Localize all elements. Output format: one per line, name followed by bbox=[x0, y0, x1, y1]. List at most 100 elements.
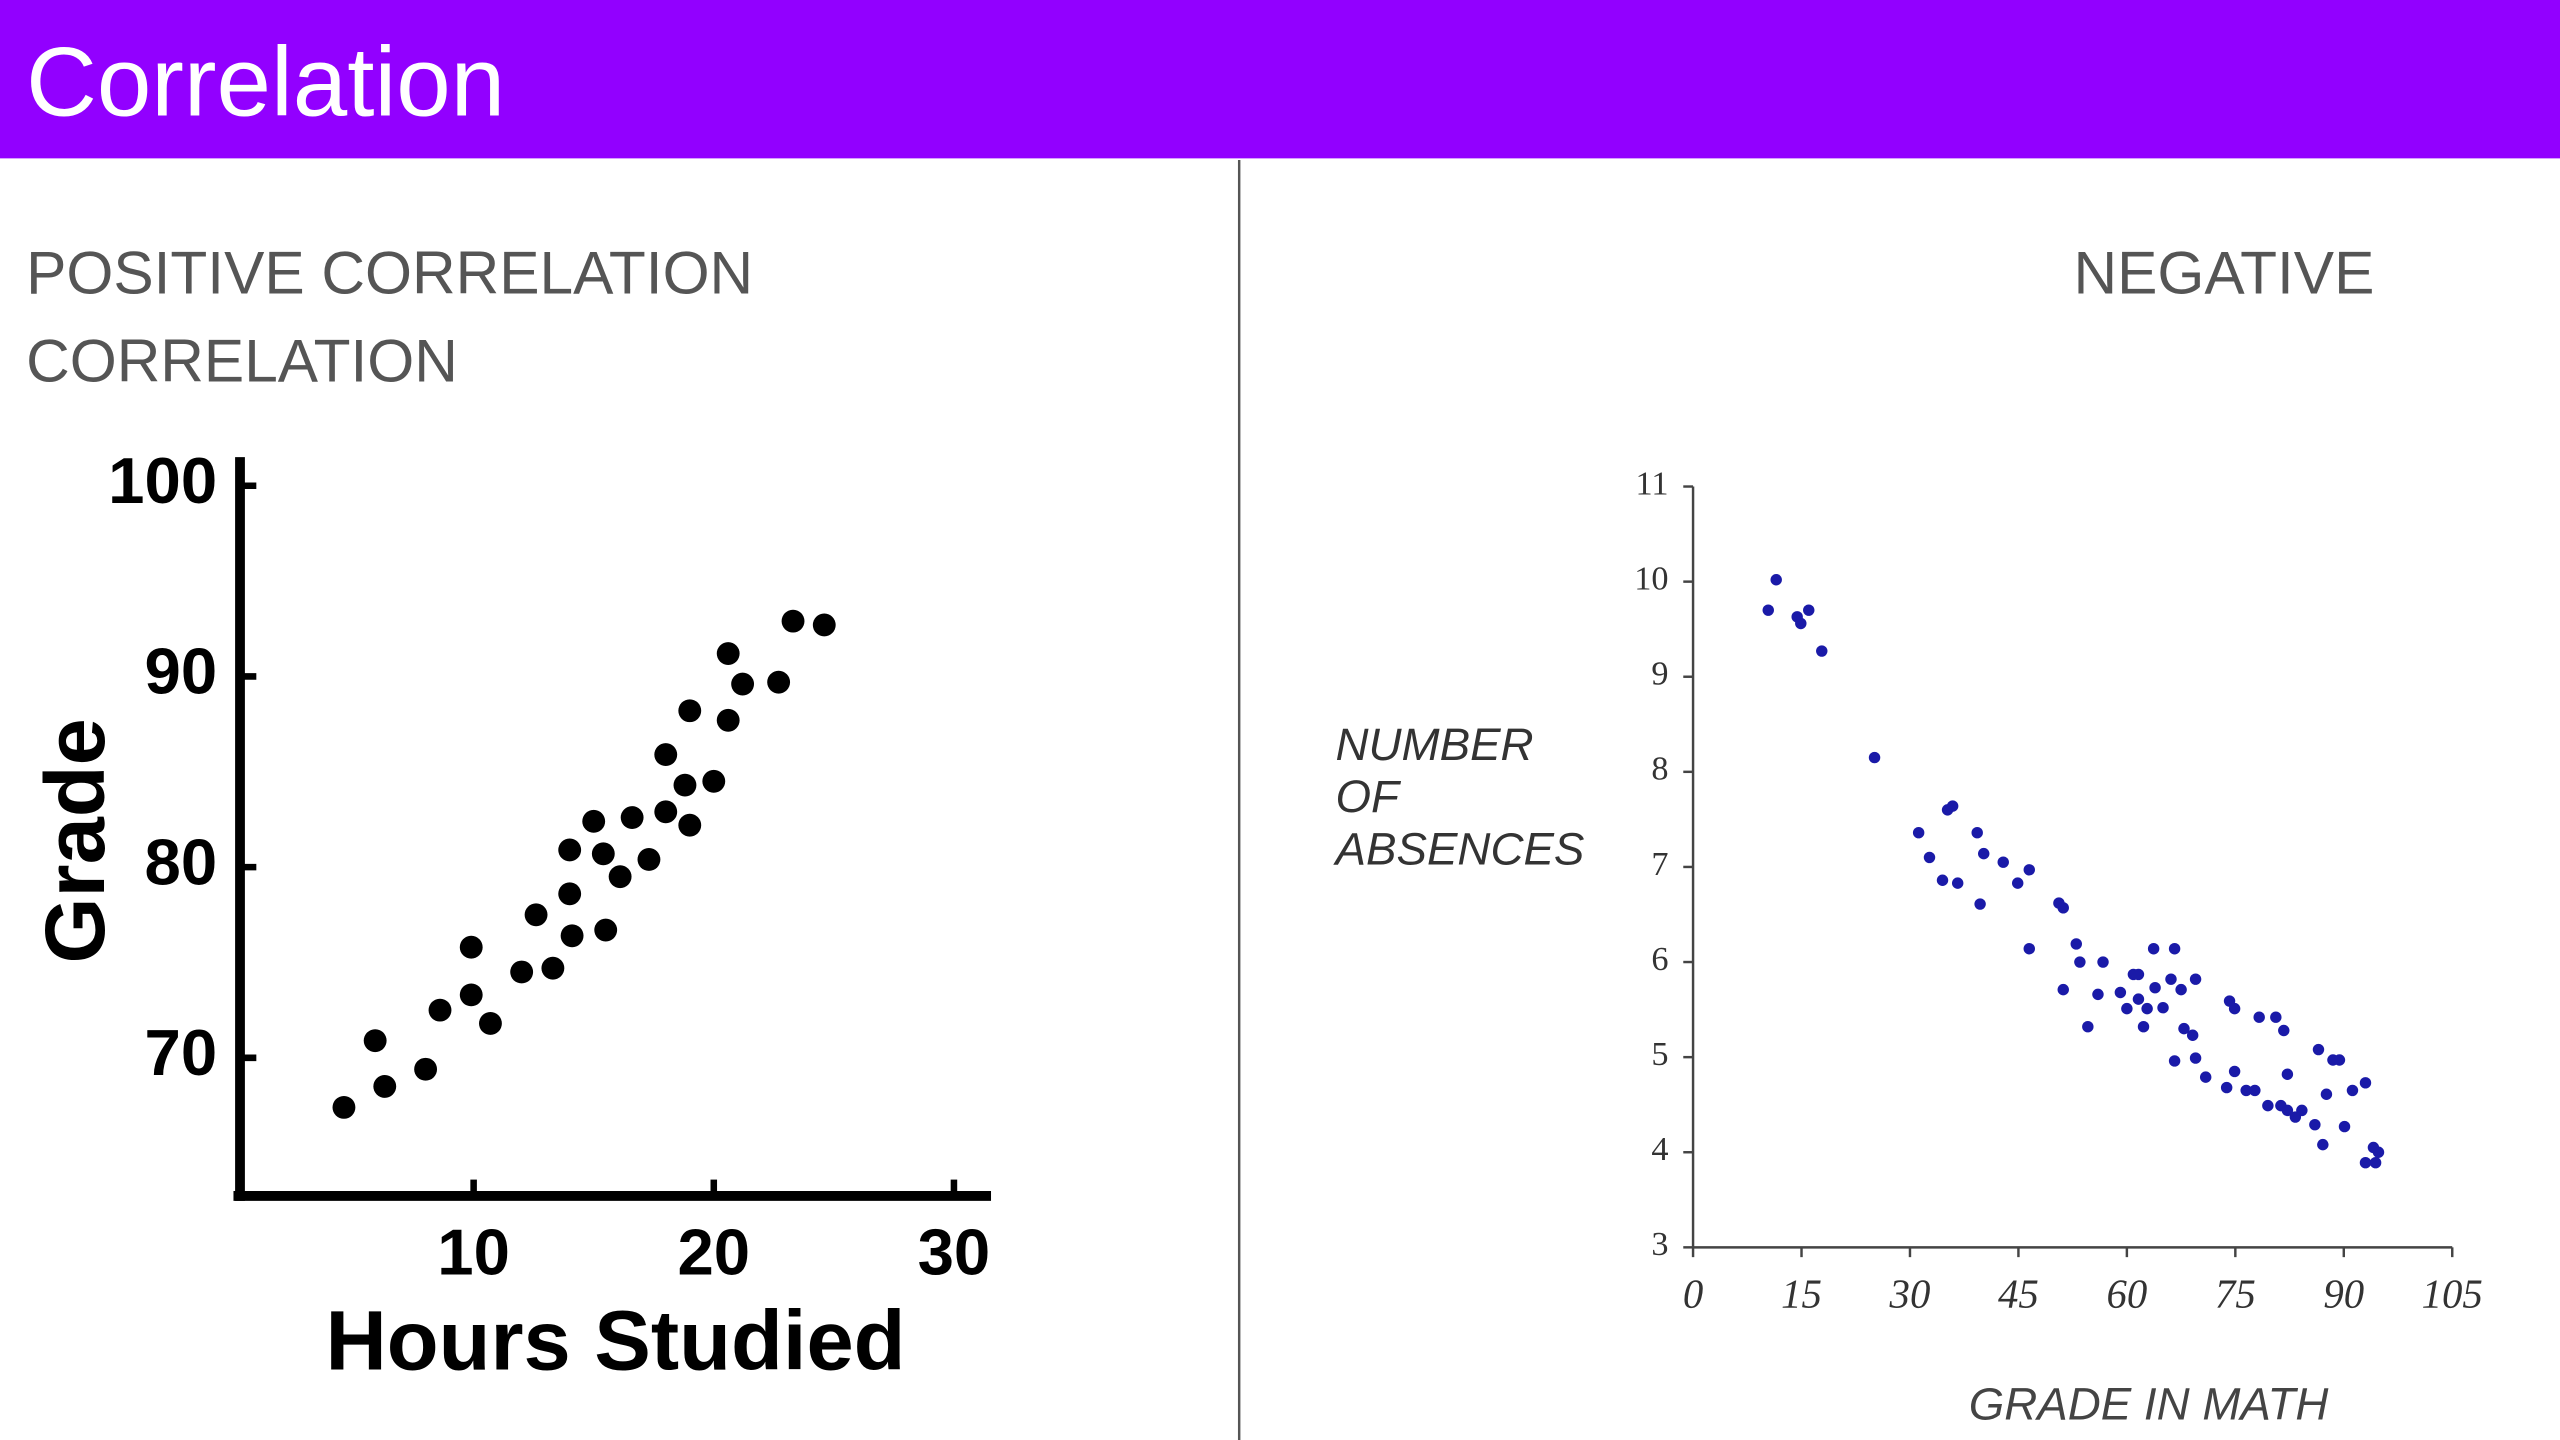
x-tick-label: 15 bbox=[1781, 1271, 1822, 1316]
y-tick-label: 8 bbox=[1651, 750, 1668, 788]
point bbox=[2359, 1077, 2372, 1089]
point bbox=[2114, 986, 2127, 999]
point bbox=[558, 838, 582, 862]
point bbox=[767, 670, 791, 694]
header-bar bbox=[0, 0, 2560, 159]
point bbox=[2132, 993, 2145, 1005]
point bbox=[2278, 1024, 2290, 1037]
point bbox=[2369, 1156, 2382, 1169]
x-tick-label: 30 bbox=[918, 1215, 991, 1288]
x-tick-label: 20 bbox=[677, 1215, 750, 1288]
point bbox=[2320, 1088, 2333, 1100]
point bbox=[2372, 1146, 2385, 1158]
point bbox=[2121, 1002, 2133, 1015]
point bbox=[2281, 1104, 2294, 1117]
point bbox=[2228, 1002, 2241, 1015]
point bbox=[2057, 902, 2069, 914]
x-tick-label: 10 bbox=[437, 1215, 510, 1288]
point bbox=[2175, 983, 2187, 996]
y-tick-label: 4 bbox=[1651, 1130, 1668, 1168]
point bbox=[2070, 938, 2082, 950]
point bbox=[582, 809, 606, 833]
point bbox=[1936, 874, 1949, 886]
point bbox=[2359, 1156, 2372, 1169]
panel-heading: POSITIVE CORRELATION bbox=[26, 239, 753, 307]
point bbox=[2023, 943, 2035, 955]
point bbox=[591, 842, 615, 866]
point bbox=[1951, 877, 1964, 889]
y-axis-label: OF bbox=[1336, 771, 1403, 822]
point bbox=[2312, 1043, 2325, 1056]
point bbox=[673, 773, 697, 797]
point bbox=[2281, 1068, 2294, 1080]
point bbox=[560, 924, 584, 948]
point bbox=[637, 848, 661, 871]
point bbox=[1762, 604, 1774, 616]
point bbox=[459, 983, 483, 1007]
x-axis-label: Hours Studied bbox=[326, 1292, 906, 1387]
point bbox=[1816, 645, 1828, 657]
point bbox=[2253, 1011, 2265, 1023]
point bbox=[678, 813, 702, 837]
y-tick-label: 90 bbox=[145, 635, 218, 708]
y-tick-label: 100 bbox=[108, 444, 217, 517]
y-axis-label: ABSENCES bbox=[1333, 823, 1585, 874]
x-tick-label: 75 bbox=[2215, 1271, 2256, 1316]
y-tick-label: 5 bbox=[1651, 1035, 1668, 1073]
point bbox=[1971, 826, 1983, 839]
point bbox=[524, 903, 548, 927]
point bbox=[2346, 1084, 2359, 1097]
point bbox=[1946, 800, 1959, 812]
point bbox=[2296, 1104, 2308, 1117]
point bbox=[2057, 983, 2069, 996]
point bbox=[608, 865, 632, 889]
point bbox=[558, 882, 582, 906]
point bbox=[812, 613, 836, 637]
point bbox=[1978, 847, 1990, 860]
point bbox=[2189, 1052, 2202, 1064]
point bbox=[2137, 1020, 2150, 1033]
point bbox=[2228, 1065, 2241, 1078]
point bbox=[363, 1029, 387, 1053]
point bbox=[1795, 617, 1807, 630]
x-axis-label: GRADE IN MATH bbox=[1969, 1378, 2330, 1429]
point bbox=[1803, 604, 1815, 616]
slide-title: Correlation bbox=[26, 27, 505, 137]
point bbox=[2168, 1055, 2181, 1067]
point bbox=[1770, 574, 1782, 586]
point bbox=[1974, 898, 1986, 910]
y-axis-label: NUMBER bbox=[1336, 719, 1534, 770]
point bbox=[2317, 1138, 2329, 1151]
y-tick-label: 3 bbox=[1651, 1225, 1668, 1263]
x-tick-label: 105 bbox=[2422, 1271, 2483, 1316]
point bbox=[2149, 982, 2161, 994]
point bbox=[702, 769, 726, 793]
point bbox=[1923, 851, 1936, 864]
point bbox=[414, 1057, 438, 1081]
y-tick-label: 70 bbox=[145, 1016, 218, 1089]
point bbox=[2157, 1001, 2169, 1014]
panel-heading: NEGATIVE bbox=[2073, 239, 2374, 307]
x-tick-label: 60 bbox=[2106, 1271, 2147, 1316]
point bbox=[731, 672, 755, 696]
y-tick-label: 6 bbox=[1651, 940, 1668, 978]
point bbox=[678, 699, 702, 723]
point bbox=[620, 806, 644, 829]
point bbox=[2165, 973, 2177, 985]
point bbox=[1912, 826, 1925, 839]
point bbox=[2132, 968, 2145, 981]
point bbox=[2333, 1054, 2346, 1066]
point bbox=[2082, 1020, 2094, 1033]
point bbox=[2199, 1071, 2212, 1083]
point bbox=[2023, 864, 2035, 876]
point bbox=[373, 1074, 397, 1098]
point bbox=[2168, 943, 2181, 955]
point bbox=[1997, 856, 2009, 868]
point bbox=[716, 642, 740, 665]
point bbox=[510, 960, 534, 984]
y-tick-label: 80 bbox=[145, 825, 218, 898]
point bbox=[781, 609, 805, 633]
point bbox=[2249, 1084, 2261, 1097]
point bbox=[1868, 751, 1881, 764]
